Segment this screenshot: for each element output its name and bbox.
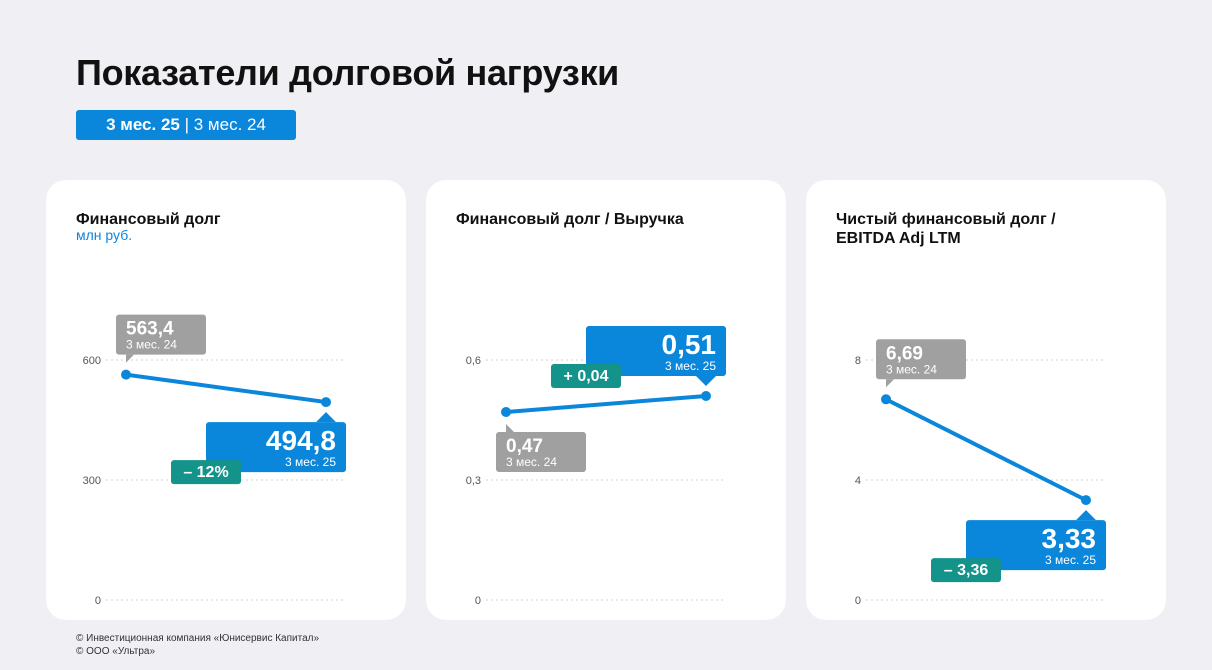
series-line (884, 397, 1088, 503)
card-title: Финансовый долг (76, 210, 386, 229)
card-title-line: EBITDA Adj LTM (836, 230, 961, 247)
current-value-badge: 3,333 мес. 25 (966, 510, 1106, 571)
delta-label: + 0,04 (564, 368, 609, 385)
previous-value-callout: 0,473 мес. 24 (496, 424, 586, 472)
y-tick-label: 8 (855, 355, 861, 367)
period-other-label: 3 мес. 24 (193, 115, 266, 134)
series-line (504, 394, 708, 414)
footer-line: © ООО «Ультра» (76, 646, 156, 657)
y-tick-label: 300 (83, 475, 101, 487)
current-value-label: 3,33 (1042, 523, 1097, 554)
callout-box (496, 432, 586, 472)
card-title: Чистый финансовый долг / EBITDA Adj LTM (836, 210, 1146, 248)
card-unit: млн руб. (76, 227, 133, 243)
previous-value-label: 6,69 (886, 343, 923, 364)
y-tick-label: 0,6 (466, 355, 481, 367)
current-value-label: 0,51 (662, 329, 717, 360)
callout-pointer (886, 379, 894, 388)
badge-pointer (1076, 510, 1096, 521)
data-point-previous (121, 369, 131, 380)
chart-debt-to-revenue: 00,30,60,473 мес. 240,513 мес. 25+ 0,04 (466, 326, 726, 607)
series-line (124, 372, 328, 405)
previous-value-label: 0,47 (506, 436, 543, 457)
y-tick-label: 600 (83, 355, 101, 367)
badge-pointer (316, 412, 336, 423)
previous-value-callout: 563,43 мес. 24 (116, 314, 206, 363)
badge-box (966, 520, 1106, 571)
delta-badge: – 3,36 (931, 558, 1001, 583)
period-separator: | (184, 115, 190, 134)
current-value-badge: 0,513 мес. 25 (586, 326, 726, 386)
y-tick-label: 0 (855, 595, 861, 607)
card-title: Финансовый долг / Выручка (456, 210, 766, 229)
card-title-line: Финансовый долг (76, 211, 221, 228)
delta-box (551, 364, 621, 388)
period-toggle[interactable]: 3 мес. 25 | 3 мес. 24 (76, 110, 296, 140)
delta-box (931, 558, 1001, 583)
data-point-current (321, 397, 331, 408)
current-value-label: 494,8 (266, 425, 336, 456)
badge-pointer (696, 376, 716, 386)
callout-box (116, 314, 206, 355)
footer: © Инвестиционная компания «Юнисервис Кап… (76, 632, 319, 658)
previous-value-callout: 6,693 мес. 24 (876, 339, 966, 388)
previous-value-label: 563,4 (126, 319, 174, 340)
card-title-line: Чистый финансовый долг / (836, 211, 1056, 228)
callout-box (876, 339, 966, 380)
period-active-label: 3 мес. 25 (106, 115, 180, 134)
badge-box (206, 422, 346, 473)
delta-label: – 3,36 (944, 562, 989, 579)
chart-net-debt-ebitda: 048 6,693 мес. 243,333 мес. 25– 3,36 (855, 339, 1106, 607)
callout-pointer (506, 424, 514, 432)
y-tick-label: 0 (475, 595, 481, 607)
previous-period-label: 3 мес. 24 (126, 338, 177, 352)
delta-label: – 12% (183, 464, 228, 481)
delta-badge: + 0,04 (551, 364, 621, 388)
current-period-label: 3 мес. 25 (1045, 553, 1096, 567)
card-debt-to-revenue: Финансовый долг / Выручка 0 0,3 0,6 0,47 3 м… (426, 180, 786, 620)
data-point-previous (501, 407, 511, 417)
card-net-debt-ebitda: Чистый финансовый долг / EBITDA Adj LTM … (806, 180, 1166, 620)
previous-period-label: 3 мес. 24 (506, 455, 557, 469)
current-period-label: 3 мес. 25 (665, 359, 716, 373)
delta-badge: – 12% (171, 460, 241, 485)
data-point-current (701, 391, 711, 401)
previous-period-label: 3 мес. 24 (886, 362, 937, 376)
page-title: Показатели долговой нагрузки (76, 52, 620, 93)
footer-line: © Инвестиционная компания «Юнисервис Кап… (76, 633, 320, 644)
callout-pointer (126, 354, 134, 363)
current-period-label: 3 мес. 25 (285, 455, 336, 469)
card-financial-debt: Финансовый долг млн руб. 0 300 600 563,4 3 м… (46, 180, 406, 620)
y-tick-label: 0,3 (466, 475, 481, 487)
card-title-line: Финансовый долг / Выручка (456, 211, 684, 228)
current-value-badge: 494,83 мес. 25 (206, 412, 346, 473)
y-tick-label: 0 (95, 595, 101, 607)
data-point-current (1081, 495, 1091, 506)
badge-box (586, 326, 726, 376)
data-point-previous (881, 394, 891, 405)
y-tick-label: 4 (855, 475, 861, 487)
delta-box (171, 460, 241, 485)
